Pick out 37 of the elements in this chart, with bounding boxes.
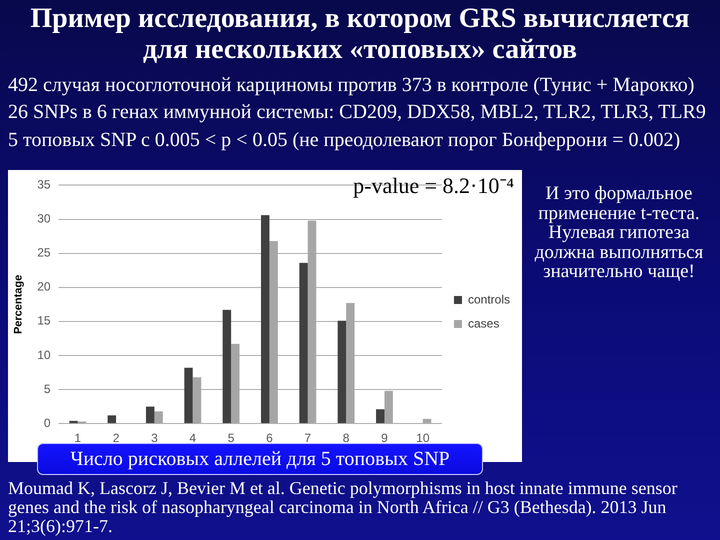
y-axis-title: Percentage (12, 274, 25, 334)
y-tick-label: 0 (44, 416, 51, 430)
x-tick-label: 6 (266, 431, 274, 446)
bar (146, 406, 154, 424)
annotation: p-value = 8.2·10⁻⁴ (353, 173, 514, 199)
x-tick-label: 3 (151, 431, 158, 446)
legend-label: cases (468, 316, 500, 330)
bar (261, 215, 270, 424)
x-tick-label: 1 (74, 431, 82, 446)
bar (108, 415, 116, 424)
x-tick-label: 9 (381, 431, 388, 446)
bar (376, 409, 384, 424)
y-tick-label: 30 (37, 212, 51, 226)
bar (222, 310, 232, 424)
y-tick-label: 20 (37, 280, 51, 294)
bar (184, 368, 193, 424)
x-tick-label: 4 (189, 431, 196, 446)
bar (338, 320, 346, 424)
y-tick-label: 25 (37, 246, 51, 260)
x-axis-title: Число рисковых аллелей для 5 топовых SNP (70, 448, 450, 470)
text: Moumad K, Lascorz J, Bevier M et al. Genetic polymorphisms in host innate immune sensor genes and the risk of nasopharyngeal carcinoma in North Africa // G3 (Bethesda). 2013 Jun 21;3(6):971-7. (8, 478, 678, 536)
x-tick-label: 2 (112, 431, 120, 446)
bar (299, 262, 308, 424)
x-tick-label: 5 (228, 431, 235, 446)
y-tick-label: 35 (37, 178, 51, 192)
y-tick-label: 5 (44, 382, 51, 396)
chart-title: Пример исследования, в котором GRS вычисляется для нескольких «топовых» сайтов (30, 3, 690, 65)
x-tick-label: 10 (416, 431, 430, 446)
text: 492 случая носоглоточной карциномы против 373 в контроле (Тунис + Марокко) (8, 73, 696, 97)
x-tick-label: 7 (304, 431, 312, 446)
legend-label: controls (468, 292, 510, 306)
x-tick-label: 8 (342, 431, 350, 446)
text: 26 SNPs в 6 генах иммунной системы: CD209, DDX58, MBL2, TLR2, TLR3, TLR9 (8, 100, 707, 124)
text: И это формальное применение t-теста. Нулевая гипотеза должна выполняться значительно чаще! (534, 183, 704, 282)
text: 5 топовых SNP с 0.005 < p < 0.05 (не преодолевают порог Бонферрони = 0.002) (8, 128, 682, 152)
y-tick-label: 10 (37, 348, 51, 362)
y-tick-label: 15 (37, 314, 51, 328)
